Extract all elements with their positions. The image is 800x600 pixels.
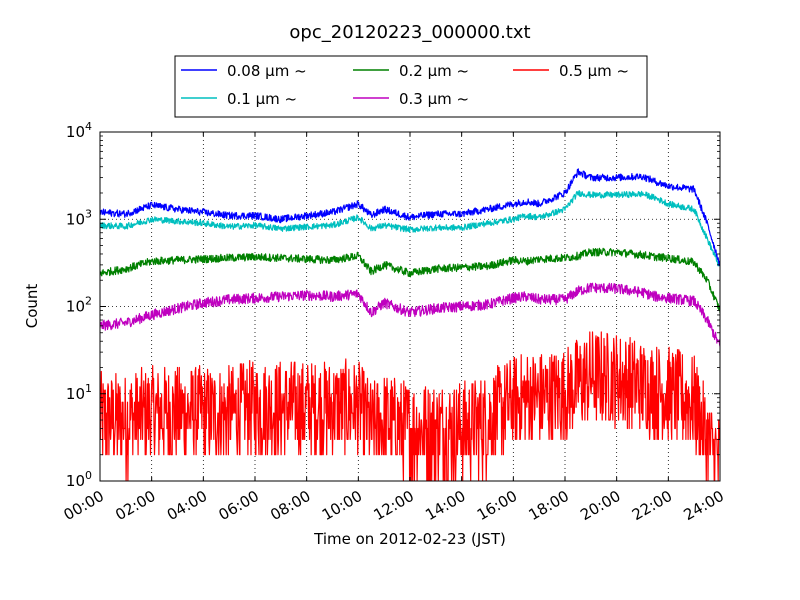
legend-label: 0.3 μm ~ xyxy=(399,90,469,108)
grid xyxy=(100,132,720,481)
series-line xyxy=(100,282,720,347)
legend-label: 0.2 μm ~ xyxy=(399,62,469,80)
series-group xyxy=(100,168,720,481)
legend: 0.08 μm ~ 0.1 μm ~ 0.2 μm ~ 0.3 μm ~ 0.5 μm … xyxy=(174,55,648,118)
y-axis: 100 101 102 103 104 xyxy=(66,120,720,490)
chart-title: opc_20120223_000000.txt xyxy=(289,22,530,43)
y-tick-label: 103 xyxy=(66,207,92,228)
legend-label: 0.08 μm ~ xyxy=(227,62,307,80)
series-line xyxy=(100,247,720,314)
series-line xyxy=(100,331,720,481)
legend-label: 0.1 μm ~ xyxy=(227,90,297,108)
legend-box xyxy=(174,55,648,118)
y-tick-label: 101 xyxy=(66,382,92,403)
series-line xyxy=(100,168,720,267)
y-tick-label: 104 xyxy=(66,120,92,141)
y-axis-title: Count xyxy=(23,284,41,329)
legend-label: 0.5 μm ~ xyxy=(559,62,629,80)
series-line xyxy=(100,190,720,267)
y-tick-label: 100 xyxy=(66,469,92,490)
y-tick-label: 102 xyxy=(66,295,92,316)
x-axis-title: Time on 2012-02-23 (JST) xyxy=(313,530,506,548)
